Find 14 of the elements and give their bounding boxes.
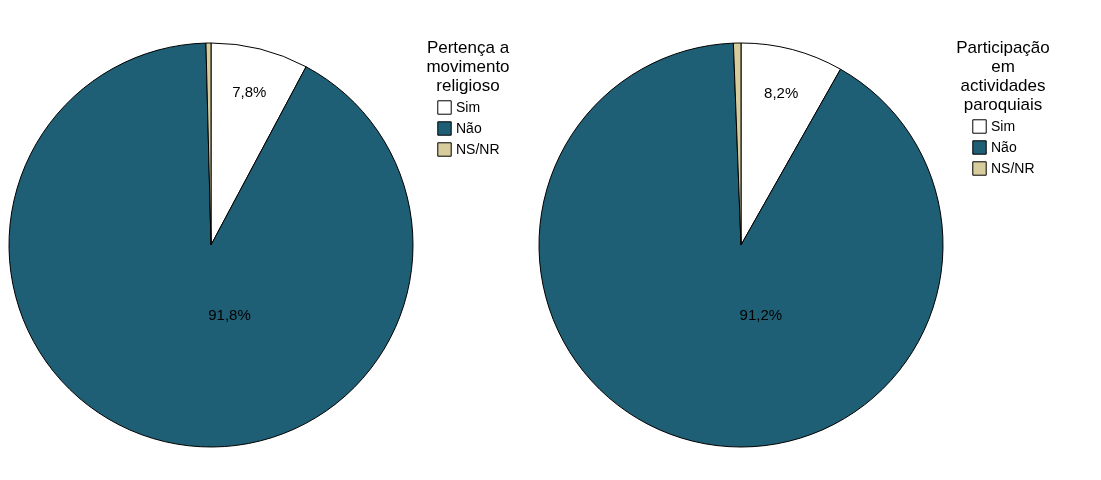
legend-label: Sim	[991, 117, 1016, 134]
pie-slice	[538, 42, 944, 448]
data-label: 7,8%	[232, 83, 267, 101]
legend-label: NS/NR	[991, 159, 1035, 176]
legend-label: Não	[456, 119, 482, 136]
data-label: 8,2%	[764, 83, 799, 101]
legend-label: NS/NR	[456, 140, 500, 157]
data-label: 91,8%	[208, 306, 251, 324]
data-label: 91,2%	[739, 305, 783, 323]
pie-slice	[8, 42, 414, 448]
legend-label: Sim	[456, 98, 481, 115]
legend-title: Participação em actividades paroquiais	[956, 38, 1050, 114]
legend-label: Não	[991, 138, 1017, 155]
legend-title: Pertença a movimento religioso	[426, 38, 510, 95]
